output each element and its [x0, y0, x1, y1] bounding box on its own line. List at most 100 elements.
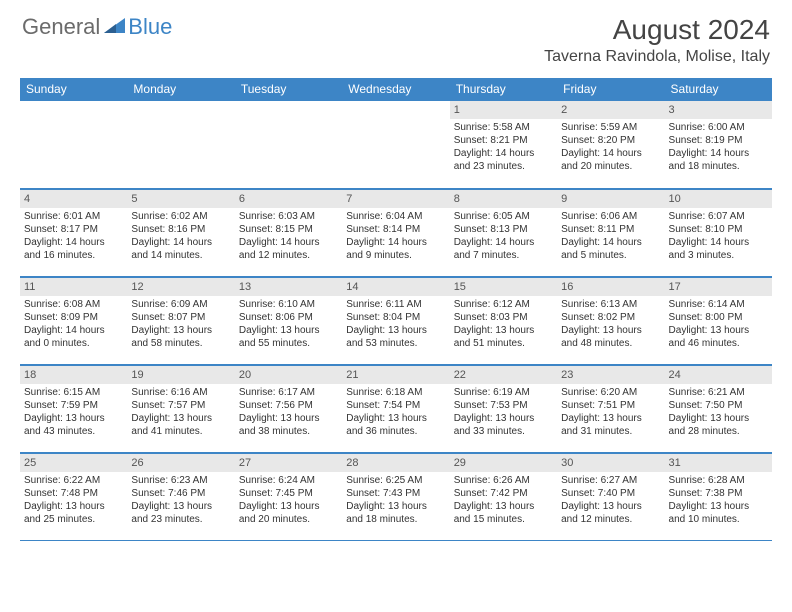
daylight-line: Daylight: 14 hours and 5 minutes. [561, 236, 660, 262]
calendar-week-row: 25Sunrise: 6:22 AMSunset: 7:48 PMDayligh… [20, 452, 772, 540]
day-number: 10 [665, 189, 772, 208]
sunrise-line: Sunrise: 6:24 AM [239, 474, 338, 487]
day-number: 11 [20, 277, 127, 296]
day-number: 13 [235, 277, 342, 296]
day-body: Sunrise: 6:12 AMSunset: 8:03 PMDaylight:… [450, 296, 557, 354]
sunset-line: Sunset: 7:56 PM [239, 399, 338, 412]
sunset-line: Sunset: 7:46 PM [131, 487, 230, 500]
sunset-line: Sunset: 7:43 PM [346, 487, 445, 500]
weekday-header: Monday [127, 78, 234, 100]
day-body: Sunrise: 6:28 AMSunset: 7:38 PMDaylight:… [665, 472, 772, 530]
calendar-day-cell: 18Sunrise: 6:15 AMSunset: 7:59 PMDayligh… [20, 364, 127, 452]
day-body: Sunrise: 6:27 AMSunset: 7:40 PMDaylight:… [557, 472, 664, 530]
daylight-line: Daylight: 13 hours and 36 minutes. [346, 412, 445, 438]
daylight-line: Daylight: 13 hours and 28 minutes. [669, 412, 768, 438]
sunset-line: Sunset: 8:16 PM [131, 223, 230, 236]
daylight-line: Daylight: 14 hours and 3 minutes. [669, 236, 768, 262]
weekday-header: Saturday [665, 78, 772, 100]
daylight-line: Daylight: 13 hours and 15 minutes. [454, 500, 553, 526]
calendar-day-cell [127, 100, 234, 188]
calendar-day-cell: 2Sunrise: 5:59 AMSunset: 8:20 PMDaylight… [557, 100, 664, 188]
day-body: Sunrise: 6:26 AMSunset: 7:42 PMDaylight:… [450, 472, 557, 530]
weekday-header: Sunday [20, 78, 127, 100]
daylight-line: Daylight: 13 hours and 48 minutes. [561, 324, 660, 350]
sunset-line: Sunset: 7:51 PM [561, 399, 660, 412]
daylight-line: Daylight: 13 hours and 53 minutes. [346, 324, 445, 350]
calendar-body: 1Sunrise: 5:58 AMSunset: 8:21 PMDaylight… [20, 100, 772, 540]
sunset-line: Sunset: 8:02 PM [561, 311, 660, 324]
daylight-line: Daylight: 13 hours and 18 minutes. [346, 500, 445, 526]
calendar-week-row: 4Sunrise: 6:01 AMSunset: 8:17 PMDaylight… [20, 188, 772, 276]
sunrise-line: Sunrise: 6:06 AM [561, 210, 660, 223]
daylight-line: Daylight: 13 hours and 38 minutes. [239, 412, 338, 438]
calendar-day-cell [20, 100, 127, 188]
daylight-line: Daylight: 14 hours and 12 minutes. [239, 236, 338, 262]
calendar-day-cell: 8Sunrise: 6:05 AMSunset: 8:13 PMDaylight… [450, 188, 557, 276]
sunset-line: Sunset: 7:40 PM [561, 487, 660, 500]
sunrise-line: Sunrise: 6:00 AM [669, 121, 768, 134]
calendar-day-cell: 11Sunrise: 6:08 AMSunset: 8:09 PMDayligh… [20, 276, 127, 364]
calendar-day-cell: 21Sunrise: 6:18 AMSunset: 7:54 PMDayligh… [342, 364, 449, 452]
calendar-day-cell: 13Sunrise: 6:10 AMSunset: 8:06 PMDayligh… [235, 276, 342, 364]
day-body: Sunrise: 6:16 AMSunset: 7:57 PMDaylight:… [127, 384, 234, 442]
daylight-line: Daylight: 13 hours and 58 minutes. [131, 324, 230, 350]
calendar-day-cell: 31Sunrise: 6:28 AMSunset: 7:38 PMDayligh… [665, 452, 772, 540]
sunset-line: Sunset: 8:00 PM [669, 311, 768, 324]
day-body: Sunrise: 6:04 AMSunset: 8:14 PMDaylight:… [342, 208, 449, 266]
day-body: Sunrise: 6:08 AMSunset: 8:09 PMDaylight:… [20, 296, 127, 354]
calendar-day-cell: 28Sunrise: 6:25 AMSunset: 7:43 PMDayligh… [342, 452, 449, 540]
day-number: 18 [20, 365, 127, 384]
calendar-day-cell: 5Sunrise: 6:02 AMSunset: 8:16 PMDaylight… [127, 188, 234, 276]
daylight-line: Daylight: 13 hours and 23 minutes. [131, 500, 230, 526]
day-number: 3 [665, 100, 772, 119]
sunrise-line: Sunrise: 6:16 AM [131, 386, 230, 399]
daylight-line: Daylight: 13 hours and 25 minutes. [24, 500, 123, 526]
calendar-day-cell: 23Sunrise: 6:20 AMSunset: 7:51 PMDayligh… [557, 364, 664, 452]
calendar-day-cell [342, 100, 449, 188]
logo: General Blue [22, 14, 172, 40]
daylight-line: Daylight: 13 hours and 10 minutes. [669, 500, 768, 526]
sunrise-line: Sunrise: 6:20 AM [561, 386, 660, 399]
day-body: Sunrise: 6:05 AMSunset: 8:13 PMDaylight:… [450, 208, 557, 266]
day-number-row-empty [20, 100, 127, 118]
sunrise-line: Sunrise: 5:59 AM [561, 121, 660, 134]
sunrise-line: Sunrise: 6:19 AM [454, 386, 553, 399]
calendar-day-cell: 14Sunrise: 6:11 AMSunset: 8:04 PMDayligh… [342, 276, 449, 364]
day-number: 28 [342, 453, 449, 472]
daylight-line: Daylight: 14 hours and 14 minutes. [131, 236, 230, 262]
day-body: Sunrise: 6:01 AMSunset: 8:17 PMDaylight:… [20, 208, 127, 266]
daylight-line: Daylight: 14 hours and 20 minutes. [561, 147, 660, 173]
calendar-week-row: 1Sunrise: 5:58 AMSunset: 8:21 PMDaylight… [20, 100, 772, 188]
weekday-header: Thursday [450, 78, 557, 100]
day-number: 6 [235, 189, 342, 208]
calendar-day-cell: 9Sunrise: 6:06 AMSunset: 8:11 PMDaylight… [557, 188, 664, 276]
sunrise-line: Sunrise: 6:14 AM [669, 298, 768, 311]
header: General Blue August 2024 Taverna Ravindo… [0, 0, 792, 70]
calendar-day-cell: 4Sunrise: 6:01 AMSunset: 8:17 PMDaylight… [20, 188, 127, 276]
daylight-line: Daylight: 14 hours and 7 minutes. [454, 236, 553, 262]
day-body: Sunrise: 6:15 AMSunset: 7:59 PMDaylight:… [20, 384, 127, 442]
day-number: 4 [20, 189, 127, 208]
sunrise-line: Sunrise: 6:05 AM [454, 210, 553, 223]
weekday-header: Tuesday [235, 78, 342, 100]
day-number: 19 [127, 365, 234, 384]
day-body: Sunrise: 6:11 AMSunset: 8:04 PMDaylight:… [342, 296, 449, 354]
sunrise-line: Sunrise: 6:12 AM [454, 298, 553, 311]
day-number-row-empty [127, 100, 234, 118]
day-body: Sunrise: 6:20 AMSunset: 7:51 PMDaylight:… [557, 384, 664, 442]
day-number-row-empty [235, 100, 342, 118]
sunrise-line: Sunrise: 6:07 AM [669, 210, 768, 223]
day-number: 21 [342, 365, 449, 384]
day-number: 30 [557, 453, 664, 472]
sunset-line: Sunset: 8:10 PM [669, 223, 768, 236]
daylight-line: Daylight: 13 hours and 20 minutes. [239, 500, 338, 526]
calendar-week-row: 18Sunrise: 6:15 AMSunset: 7:59 PMDayligh… [20, 364, 772, 452]
daylight-line: Daylight: 14 hours and 18 minutes. [669, 147, 768, 173]
daylight-line: Daylight: 13 hours and 43 minutes. [24, 412, 123, 438]
sunrise-line: Sunrise: 6:13 AM [561, 298, 660, 311]
day-number: 9 [557, 189, 664, 208]
sunrise-line: Sunrise: 6:10 AM [239, 298, 338, 311]
day-body: Sunrise: 6:02 AMSunset: 8:16 PMDaylight:… [127, 208, 234, 266]
daylight-line: Daylight: 13 hours and 51 minutes. [454, 324, 553, 350]
day-number: 23 [557, 365, 664, 384]
